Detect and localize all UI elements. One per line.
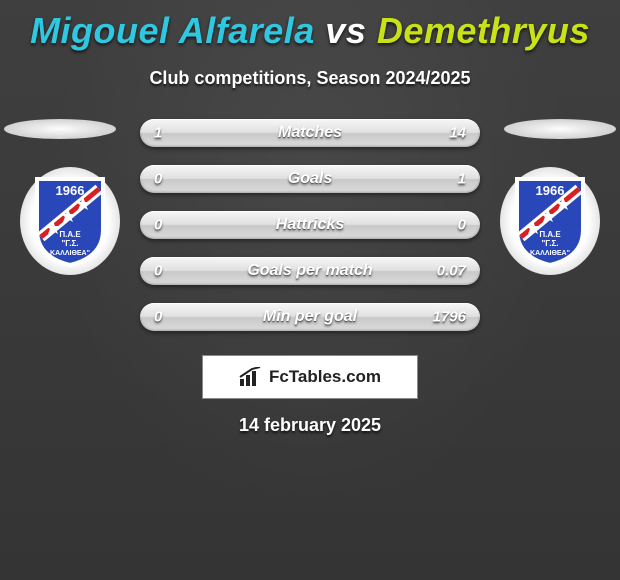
player-b-name: Demethryus xyxy=(377,10,590,51)
stat-row: 0 Hattricks 0 xyxy=(140,211,480,239)
club-crest-icon: 1966 Π.Α.Ε "Γ.Σ. ΚΑΛΛΙΘΕΑ" xyxy=(31,175,109,267)
brand-text: FcTables.com xyxy=(269,367,381,387)
stat-label: Hattricks xyxy=(276,216,344,234)
svg-text:"Γ.Σ.: "Γ.Σ. xyxy=(62,239,79,248)
stat-left-value: 0 xyxy=(154,217,162,234)
stat-row: 0 Goals per match 0.07 xyxy=(140,257,480,285)
player-b-crest: 1966 Π.Α.Ε "Γ.Σ. ΚΑΛΛΙΘΕΑ" xyxy=(500,167,600,275)
page-title: Migouel Alfarela vs Demethryus xyxy=(0,0,620,52)
player-b-silhouette xyxy=(504,119,616,139)
stat-left-value: 0 xyxy=(154,263,162,280)
subtitle: Club competitions, Season 2024/2025 xyxy=(0,68,620,89)
stat-right-value: 1 xyxy=(458,171,466,188)
stat-label: Min per goal xyxy=(263,308,357,326)
stat-label: Goals xyxy=(288,170,332,188)
stat-bars: 1 Matches 14 0 Goals 1 0 Hattricks 0 0 G… xyxy=(140,119,480,331)
player-a-crest: 1966 Π.Α.Ε "Γ.Σ. ΚΑΛΛΙΘΕΑ" xyxy=(20,167,120,275)
brand-badge: FcTables.com xyxy=(202,355,418,399)
svg-text:1966: 1966 xyxy=(536,183,565,198)
stat-left-value: 0 xyxy=(154,309,162,326)
svg-text:Π.Α.Ε: Π.Α.Ε xyxy=(539,230,561,239)
date-text: 14 february 2025 xyxy=(0,415,620,436)
stat-row: 0 Goals 1 xyxy=(140,165,480,193)
svg-text:ΚΑΛΛΙΘΕΑ": ΚΑΛΛΙΘΕΑ" xyxy=(50,250,90,257)
svg-text:"Γ.Σ.: "Γ.Σ. xyxy=(542,239,559,248)
stat-right-value: 1796 xyxy=(433,309,466,326)
stat-row: 1 Matches 14 xyxy=(140,119,480,147)
player-a-name: Migouel Alfarela xyxy=(30,10,315,51)
stat-row: 0 Min per goal 1796 xyxy=(140,303,480,331)
stat-right-value: 0.07 xyxy=(437,263,466,280)
comparison-stage: 1966 Π.Α.Ε "Γ.Σ. ΚΑΛΛΙΘΕΑ" 1966 Π.Α.Ε "Γ… xyxy=(0,119,620,436)
svg-text:1966: 1966 xyxy=(56,183,85,198)
club-crest-icon: 1966 Π.Α.Ε "Γ.Σ. ΚΑΛΛΙΘΕΑ" xyxy=(511,175,589,267)
svg-text:Π.Α.Ε: Π.Α.Ε xyxy=(59,230,81,239)
stat-label: Matches xyxy=(278,124,342,142)
player-a-silhouette xyxy=(4,119,116,139)
stat-label: Goals per match xyxy=(247,262,372,280)
svg-text:ΚΑΛΛΙΘΕΑ": ΚΑΛΛΙΘΕΑ" xyxy=(530,250,570,257)
vs-text: vs xyxy=(325,10,366,51)
stat-right-value: 14 xyxy=(449,125,466,142)
stat-left-value: 0 xyxy=(154,171,162,188)
stat-right-value: 0 xyxy=(458,217,466,234)
stat-left-value: 1 xyxy=(154,125,162,142)
bar-chart-icon xyxy=(239,367,263,387)
